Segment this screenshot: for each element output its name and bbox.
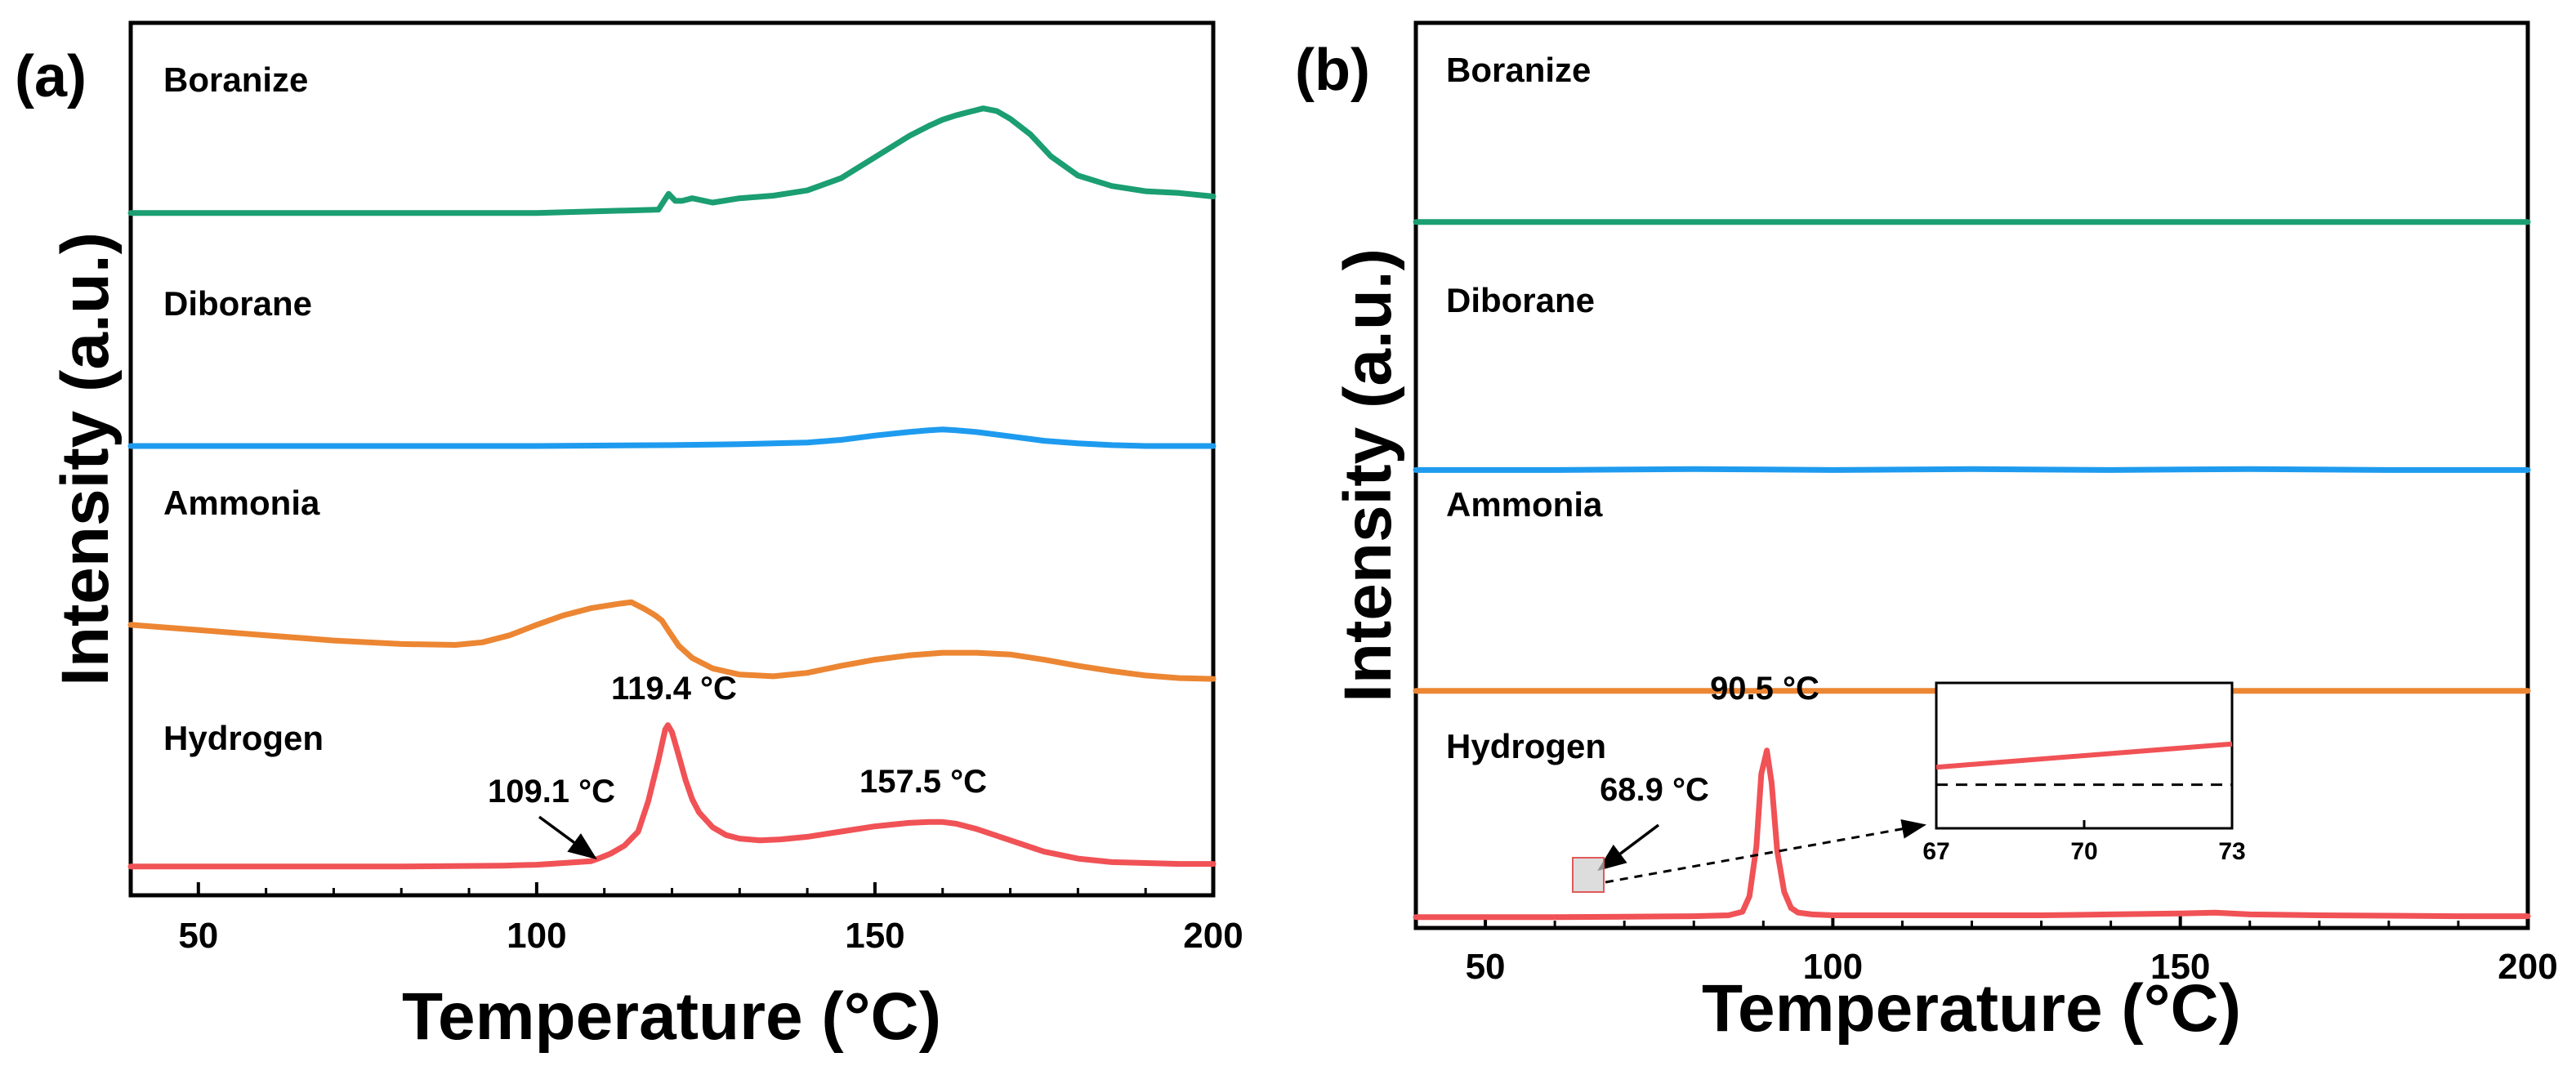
label-boranize-b: Boranize <box>1446 51 1591 89</box>
annotation-68-9: 68.9 °C <box>1600 772 1709 808</box>
x-tick-label-a-150: 150 <box>845 916 904 956</box>
panel-b: (b) 50 100 150 200 Boranize Diborane Ammoni… <box>1295 20 2558 1046</box>
panel-a-letter: (a) <box>15 44 87 109</box>
series-ammonia-a <box>127 599 1217 682</box>
label-diborane-a: Diborane <box>163 284 312 323</box>
label-ammonia-a: Ammonia <box>163 484 320 522</box>
inset-tick-label-67: 67 <box>1922 838 1949 865</box>
x-tick-label-a-200: 200 <box>1183 916 1243 956</box>
arrow-68-9 <box>1597 823 1660 872</box>
panel-b-letter: (b) <box>1295 38 1370 103</box>
x-tick-label-b-50: 50 <box>1466 947 1506 987</box>
annotation-157-5: 157.5 °C <box>859 764 987 800</box>
x-axis-title-a: Temperature (°C) <box>402 979 941 1054</box>
x-axis-title-b: Temperature (°C) <box>1702 971 2241 1046</box>
panel-b-x-ticks: 50 100 150 200 <box>1466 915 2558 987</box>
x-tick-label-a-50: 50 <box>178 916 218 956</box>
label-diborane-b: Diborane <box>1446 281 1595 319</box>
series-boranize-a <box>127 105 1217 216</box>
series-hydrogen-a <box>127 722 1217 870</box>
label-boranize-a: Boranize <box>163 60 308 99</box>
inset-tick-label-70: 70 <box>2070 838 2097 865</box>
inset-series <box>1935 741 2233 787</box>
panel-a: (a) 50 100 150 200 Boranize Diborane Ammoni… <box>15 20 1243 1054</box>
zoom-region-box <box>1572 857 1605 893</box>
inset-tick-label-73: 73 <box>2218 838 2245 865</box>
annotation-90-5: 90.5 °C <box>1710 671 1819 707</box>
annotation-109-1: 109.1 °C <box>488 774 615 810</box>
label-ammonia-b: Ammonia <box>1446 485 1603 524</box>
y-axis-title-a: Intensity (a.u.) <box>48 232 123 686</box>
panel-a-x-ticks: 50 100 150 200 <box>178 882 1243 956</box>
y-axis-title-b: Intensity (a.u.) <box>1331 248 1405 703</box>
x-tick-label-b-200: 200 <box>2498 947 2557 987</box>
inset-plot: 67 70 73 <box>1922 681 2246 865</box>
x-tick-label-a-100: 100 <box>507 916 566 956</box>
x-tick-label-b-100: 100 <box>1803 947 1863 987</box>
x-tick-label-b-150: 150 <box>2150 947 2210 987</box>
series-diborane-b <box>1413 466 2531 473</box>
zoom-leader-line <box>1605 819 1926 884</box>
inset-series-hydrogen <box>1935 741 2233 770</box>
label-hydrogen-a: Hydrogen <box>163 719 324 757</box>
inset-x-ticks: 67 70 73 <box>1922 820 2246 865</box>
label-hydrogen-b: Hydrogen <box>1446 727 1606 765</box>
annotation-119-4: 119.4 °C <box>611 671 737 707</box>
arrow-109-1 <box>538 815 597 860</box>
series-hydrogen-b <box>1413 747 2531 921</box>
panel-a-series <box>127 105 1217 870</box>
series-diborane-a <box>127 426 1217 449</box>
